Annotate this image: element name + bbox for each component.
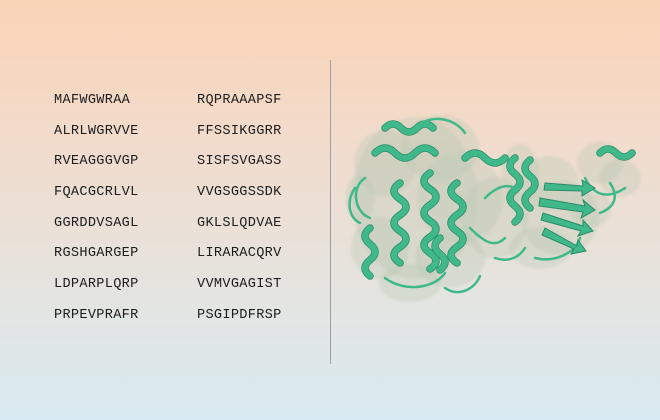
loop xyxy=(443,274,482,294)
loop xyxy=(413,117,467,135)
loop xyxy=(598,181,616,215)
sequence-fragment: LIRARACQRV xyxy=(197,246,282,262)
sequence-fragment: GKLSLQDVAE xyxy=(197,215,282,231)
helix xyxy=(522,157,538,211)
molecular-surface xyxy=(345,115,641,302)
loop xyxy=(583,176,627,196)
sequence-fragment: PRPEVPRAFR xyxy=(54,307,139,323)
sequence-fragment: SISFSVGASS xyxy=(197,154,282,170)
sequence-fragment: FQACGCRLVL xyxy=(54,185,139,201)
loop xyxy=(493,246,527,261)
protein-structure xyxy=(345,115,641,302)
strand xyxy=(543,178,596,197)
strand xyxy=(541,227,587,255)
helix xyxy=(372,145,438,161)
sequence-panel: MAFWGWRAA RQPRAAAPSF ALRLWGRVVE FFSSIKGG… xyxy=(54,91,315,337)
sequence-fragment: ALRLWGRVVE xyxy=(54,123,139,139)
sequence-fragment: RQPRAAAPSF xyxy=(197,93,282,108)
helix xyxy=(362,225,378,279)
helix xyxy=(507,155,523,225)
sequence-fragment: RGSHGARGEP xyxy=(54,246,139,262)
loop xyxy=(348,186,362,225)
sequence-fragment: GGRDDVSAGL xyxy=(54,215,139,231)
loop xyxy=(354,176,372,220)
helix xyxy=(432,235,448,273)
strand xyxy=(538,197,596,220)
sequence-fragment: RVEAGGGVGP xyxy=(54,154,139,170)
strand xyxy=(540,212,594,237)
loop xyxy=(468,226,507,245)
sequence-fragment: PSGIPDFRSP xyxy=(197,307,282,323)
helix xyxy=(597,146,635,160)
sequence-fragment: VVGSGGSSDK xyxy=(197,185,282,201)
sequence-fragment: FFSSIKGGRR xyxy=(197,123,282,139)
loop xyxy=(483,184,517,200)
sequence-fragment: MAFWGWRAA xyxy=(54,93,131,108)
sequence-fragment: LDPARPLQRP xyxy=(54,277,139,293)
loop xyxy=(383,271,447,289)
helix xyxy=(448,180,466,266)
sequence-fragment: VVMVGAGIST xyxy=(197,277,282,293)
helix xyxy=(382,121,436,135)
helix xyxy=(421,170,439,272)
beta-sheet xyxy=(538,178,596,255)
helix xyxy=(391,180,409,266)
panel-divider xyxy=(330,60,331,364)
helix xyxy=(462,150,508,166)
ribbon-cartoon xyxy=(348,117,636,294)
